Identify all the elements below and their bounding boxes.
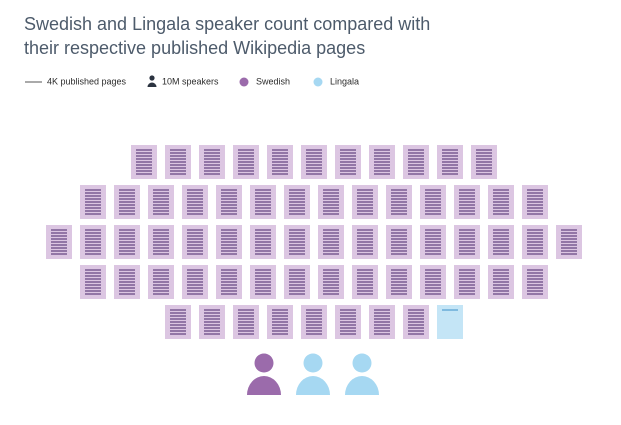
page-icon	[403, 145, 429, 179]
page-icon	[386, 265, 412, 299]
page-icon	[403, 305, 429, 339]
page-icon	[556, 225, 582, 259]
page-icon	[182, 265, 208, 299]
speaker-icon	[296, 353, 330, 395]
page-icon	[454, 225, 480, 259]
speaker-body	[247, 376, 281, 395]
page-icon	[284, 185, 310, 219]
page-icon	[386, 225, 412, 259]
page-icon	[216, 265, 242, 299]
page-icon	[454, 185, 480, 219]
page-icon	[488, 185, 514, 219]
legend-person-icon	[147, 75, 157, 87]
page-icon	[335, 305, 361, 339]
page-icon	[267, 145, 293, 179]
page-icon	[233, 305, 259, 339]
page-icon	[114, 265, 140, 299]
page-icon	[148, 225, 174, 259]
page-icon	[488, 265, 514, 299]
page-icon	[369, 145, 395, 179]
page-icon	[182, 225, 208, 259]
page-icon	[522, 225, 548, 259]
page-icon	[369, 305, 395, 339]
speaker-body	[296, 376, 330, 395]
page-icon	[437, 145, 463, 179]
page-icon	[165, 145, 191, 179]
page-icon	[284, 225, 310, 259]
page-icon	[352, 185, 378, 219]
legend-label: 10M speakers	[162, 76, 219, 86]
page-icon	[216, 225, 242, 259]
page-icon	[250, 185, 276, 219]
page-icon	[437, 305, 463, 339]
page-icon	[114, 225, 140, 259]
chart-title: Swedish and Lingala speaker count compar…	[24, 14, 431, 58]
speaker-icon	[345, 353, 379, 395]
page-icon	[488, 225, 514, 259]
page-icon	[199, 145, 225, 179]
page-icon	[80, 185, 106, 219]
legend-label: 4K published pages	[47, 76, 127, 86]
page-icon	[80, 265, 106, 299]
page-icon	[131, 145, 157, 179]
page-icon	[318, 225, 344, 259]
page-icon	[148, 185, 174, 219]
speaker-head	[303, 353, 323, 373]
page-icon	[267, 305, 293, 339]
page-icon	[522, 265, 548, 299]
legend-swatch	[313, 77, 323, 87]
page-icon	[284, 265, 310, 299]
page-icon	[420, 225, 446, 259]
page-icon	[216, 185, 242, 219]
legend-swatch	[239, 77, 249, 87]
page-icon	[522, 185, 548, 219]
page-icon	[148, 265, 174, 299]
page-icon	[46, 225, 72, 259]
speaker-head	[352, 353, 372, 373]
page-icon	[318, 185, 344, 219]
page-icon	[182, 185, 208, 219]
page-icon	[420, 265, 446, 299]
page-icon	[301, 145, 327, 179]
page-icon	[352, 225, 378, 259]
speaker-icon	[247, 353, 281, 395]
page-icon	[80, 225, 106, 259]
page-icon	[352, 265, 378, 299]
page-icon	[114, 185, 140, 219]
legend-label: Swedish	[256, 76, 290, 86]
page-icon	[199, 305, 225, 339]
page-icon	[165, 305, 191, 339]
speaker-head	[254, 353, 274, 373]
speaker-body	[345, 376, 379, 395]
page-icon	[318, 265, 344, 299]
page-icon	[250, 265, 276, 299]
legend-label: Lingala	[330, 76, 359, 86]
page-icon	[301, 305, 327, 339]
page-icon	[386, 185, 412, 219]
page-icon	[420, 185, 446, 219]
page-icon	[233, 145, 259, 179]
page-icon	[250, 225, 276, 259]
page-icon	[454, 265, 480, 299]
page-body	[437, 305, 463, 339]
page-icon	[471, 145, 497, 179]
page-icon	[335, 145, 361, 179]
